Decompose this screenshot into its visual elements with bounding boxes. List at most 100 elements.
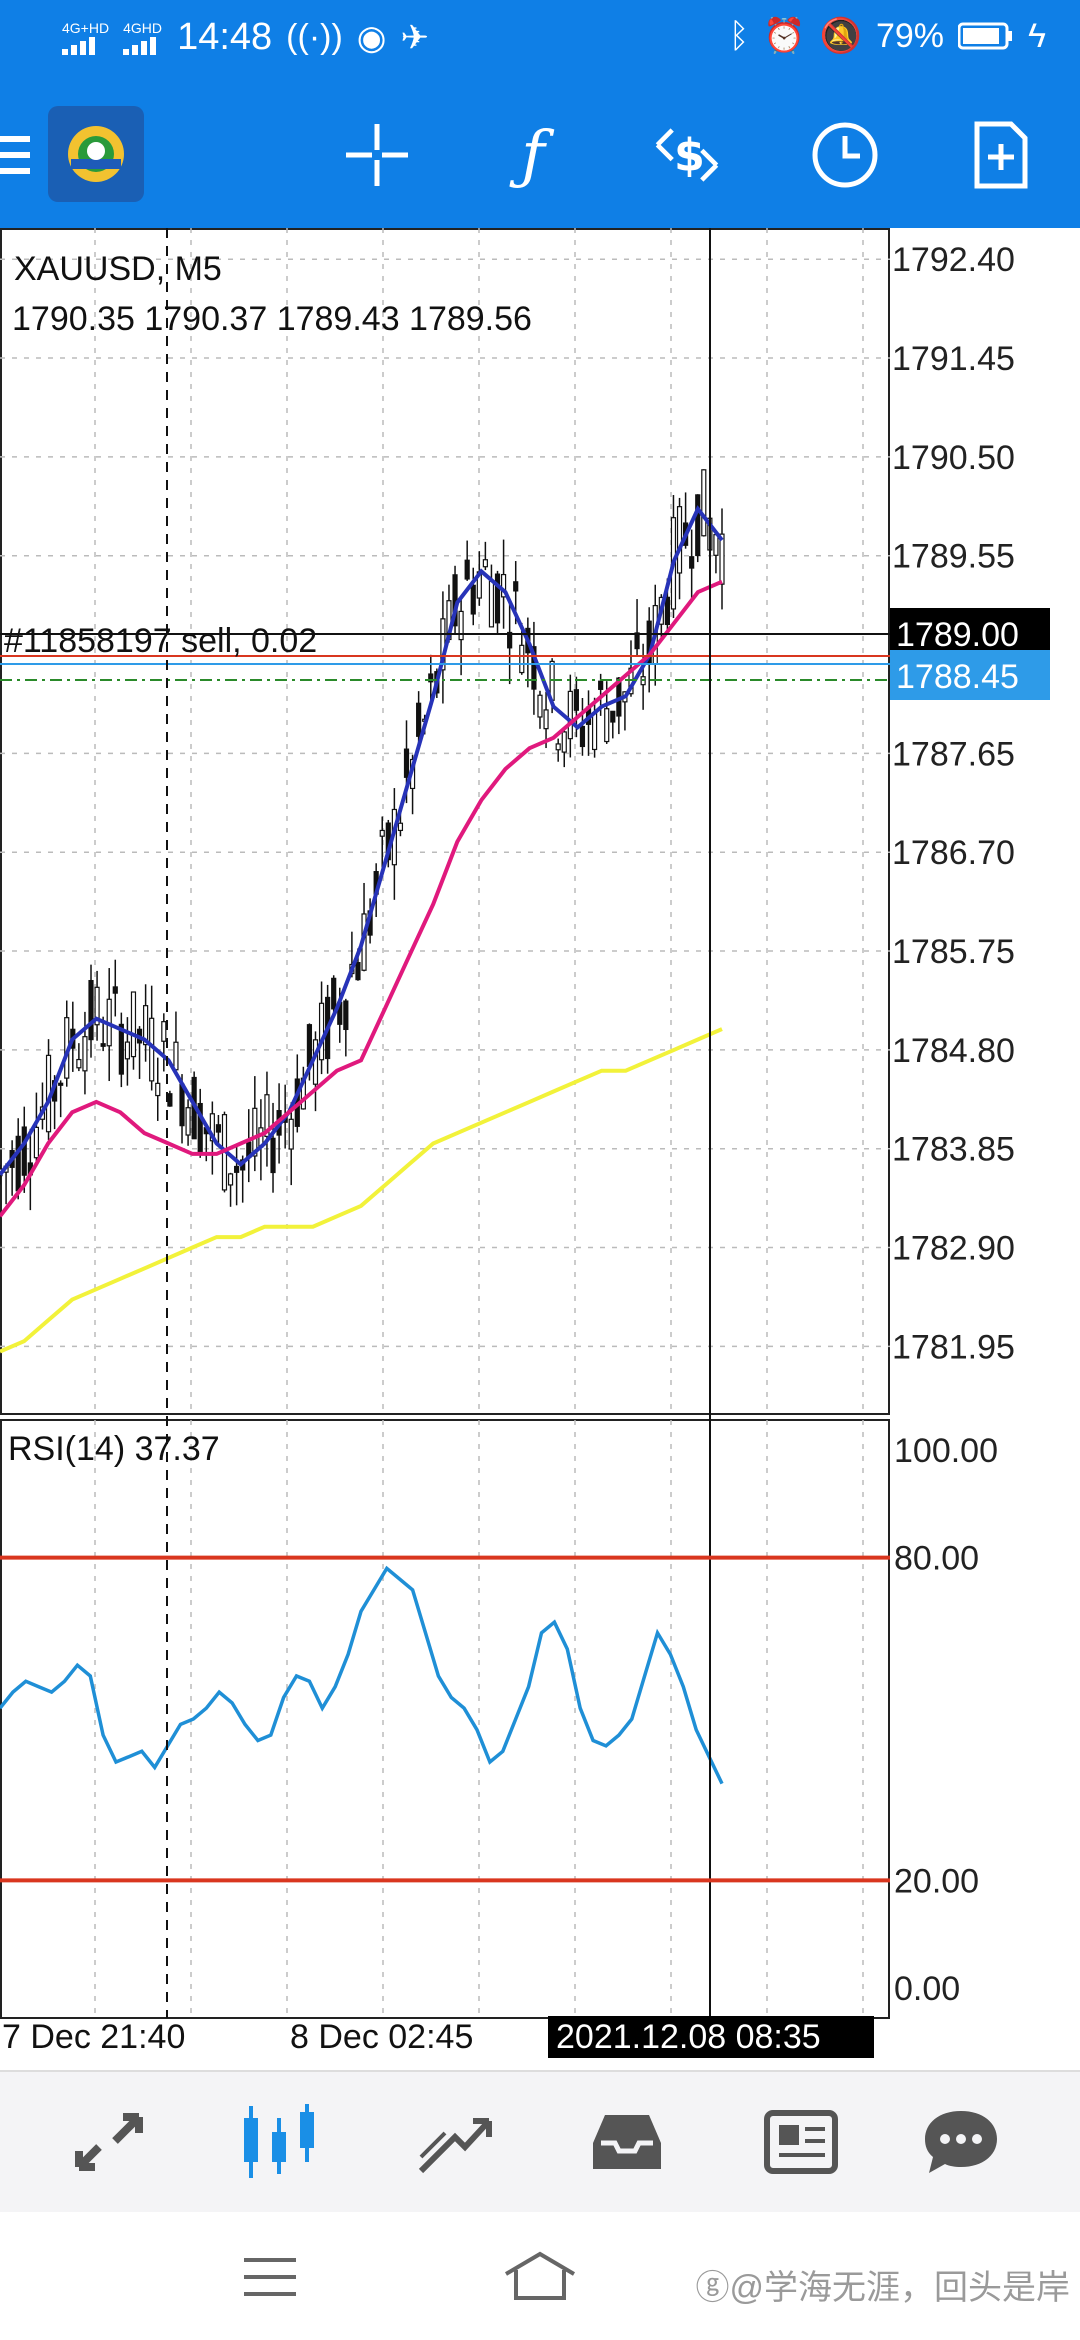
trade-tab[interactable]	[410, 2102, 500, 2182]
candle-body	[555, 743, 561, 751]
chart-canvas[interactable]: 1792.40 1791.45 1790.50 1789.55 1787.65 1786.…	[0, 228, 1080, 2058]
signal-indicator-2: 4GHD	[123, 21, 163, 55]
crosshair-time-label: 2021.12.08 08:35	[556, 2018, 821, 2056]
inbox-icon	[593, 2115, 661, 2169]
candle-body	[252, 1107, 258, 1157]
symbol-label: XAUUSD, M5	[14, 250, 222, 288]
candle-body	[719, 533, 725, 585]
candle-body	[567, 690, 573, 740]
chart-toolbar: ƒ $	[0, 84, 1080, 228]
watermark: ⓖ@学海无涯，回头是岸	[695, 2269, 1070, 2307]
candle-body	[161, 1021, 167, 1042]
news-icon	[764, 2110, 838, 2174]
battery-percent: 79%	[875, 16, 944, 55]
rsi-pane-frame	[0, 1419, 890, 2019]
menu-icon[interactable]	[0, 136, 30, 176]
chat-tab[interactable]	[916, 2102, 1006, 2182]
moving-averages	[0, 505, 724, 1785]
candle-body	[15, 1135, 21, 1192]
chat-icon	[925, 2111, 997, 2173]
price-pane-frame	[0, 228, 890, 1415]
candle-body	[185, 1107, 191, 1136]
candle-body	[537, 694, 543, 718]
candle-body	[695, 494, 701, 557]
candle-body	[155, 1082, 161, 1097]
candle-body	[343, 1000, 349, 1031]
candle-body	[604, 708, 610, 743]
quotes-tab[interactable]	[64, 2102, 154, 2182]
candle-body	[531, 646, 537, 690]
candle-body	[513, 581, 519, 592]
candle-body	[676, 506, 683, 574]
chart-grid	[0, 228, 890, 2019]
trend-icon	[418, 2118, 492, 2174]
candle-body	[209, 1113, 215, 1142]
candle-body	[118, 1023, 124, 1075]
candle-body	[264, 1094, 270, 1138]
crosshair-price-box	[890, 608, 1050, 658]
price-tick-label: 1791.45	[892, 340, 1015, 378]
candle-body	[416, 702, 422, 737]
candlesticks	[0, 469, 725, 1211]
signal-bars-icon	[62, 36, 95, 55]
mt4-logo[interactable]	[48, 106, 144, 202]
candle-body	[701, 469, 707, 537]
new-document-icon[interactable]	[964, 118, 1038, 192]
price-tick-label: 1784.80	[892, 1032, 1015, 1070]
telegram-icon: ✈	[400, 18, 429, 57]
bottom-navigation	[0, 2070, 1080, 2214]
candle-body	[124, 1041, 131, 1060]
crosshair-icon[interactable]	[340, 118, 414, 192]
ma-mid-line	[0, 579, 723, 1218]
charging-icon: ϟ	[1028, 16, 1046, 55]
candle-body	[494, 573, 501, 624]
ma-slow-line	[0, 1027, 723, 1354]
history-tab[interactable]	[582, 2102, 672, 2182]
price-tick-label: 1783.85	[892, 1131, 1015, 1169]
system-navigation-bar: ⓖ@学海无涯，回头是岸	[0, 2212, 1080, 2340]
battery-icon	[958, 22, 1012, 50]
function-icon[interactable]: ƒ	[521, 118, 545, 192]
vpn-icon: ◉	[356, 18, 387, 57]
candle-body	[689, 556, 695, 569]
bluetooth-icon: ᛒ	[728, 16, 750, 55]
candle-body	[379, 829, 385, 837]
svg-text:$: $	[674, 131, 705, 182]
status-time: 14:48	[177, 16, 273, 58]
candle-body	[500, 573, 507, 598]
bid-price-label: 1788.45	[896, 658, 1019, 696]
price-tick-label: 1782.90	[892, 1230, 1015, 1268]
candle-body	[76, 1058, 82, 1069]
rsi-label: RSI(14) 37.37	[8, 1430, 220, 1468]
order-label: #11858197 sell, 0.02	[4, 622, 317, 660]
system-home-icon[interactable]	[500, 2248, 580, 2304]
chart-tab[interactable]	[236, 2102, 326, 2182]
chart-overlay	[0, 228, 1050, 2058]
candle-body	[82, 1036, 88, 1072]
price-tick-label: 1785.75	[892, 933, 1015, 971]
candle-body	[634, 632, 640, 650]
candle-body	[428, 673, 434, 683]
system-menu-icon[interactable]	[240, 2252, 300, 2302]
alarm-icon: ⏰	[763, 17, 806, 55]
candle-body	[179, 1083, 185, 1127]
candles-icon	[244, 2104, 314, 2178]
candle-body	[288, 1118, 294, 1150]
candle-body	[100, 1043, 106, 1047]
trade-icon[interactable]: $	[650, 118, 724, 192]
candle-body	[598, 680, 604, 690]
candle-body	[143, 1005, 149, 1046]
price-tick-label: 1786.70	[892, 834, 1015, 872]
top-bar: 4G+HD 4GHD 14:48 ((·)) ◉ ✈ ᛒ ⏰ 🔕 79% ϟ	[0, 0, 1080, 228]
rsi-tick-label: 0.00	[894, 1970, 960, 2008]
candle-body	[227, 1173, 234, 1186]
candle-body	[458, 610, 464, 641]
candle-body	[331, 977, 337, 1010]
candle-body	[21, 1126, 27, 1176]
candle-body	[270, 1137, 276, 1174]
news-tab[interactable]	[756, 2102, 846, 2182]
clock-icon[interactable]	[808, 118, 882, 192]
time-tick-label: 8 Dec 02:45	[290, 2018, 473, 2056]
price-chart[interactable]: 1792.40 1791.45 1790.50 1789.55 1787.65 1786.…	[0, 228, 1080, 2058]
candle-body	[543, 709, 549, 730]
